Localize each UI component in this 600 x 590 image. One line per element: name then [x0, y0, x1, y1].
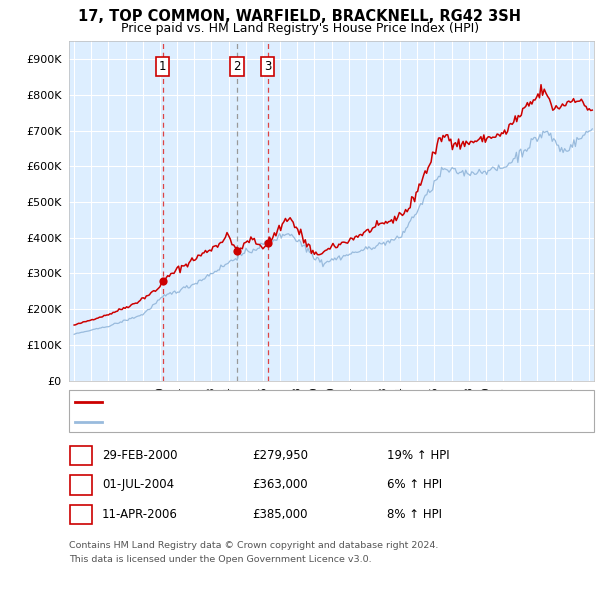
Text: 11-APR-2006: 11-APR-2006: [102, 508, 178, 521]
Text: Price paid vs. HM Land Registry's House Price Index (HPI): Price paid vs. HM Land Registry's House …: [121, 22, 479, 35]
Text: This data is licensed under the Open Government Licence v3.0.: This data is licensed under the Open Gov…: [69, 555, 371, 564]
Point: [232, 246, 242, 255]
Text: 2: 2: [233, 60, 241, 73]
Text: 19% ↑ HPI: 19% ↑ HPI: [387, 449, 449, 462]
Text: 3: 3: [77, 508, 85, 521]
Point: [158, 276, 167, 286]
Text: HPI: Average price, detached house, Bracknell Forest: HPI: Average price, detached house, Brac…: [108, 417, 398, 427]
Text: Contains HM Land Registry data © Crown copyright and database right 2024.: Contains HM Land Registry data © Crown c…: [69, 541, 439, 550]
Text: 1: 1: [77, 449, 85, 462]
Text: 1: 1: [159, 60, 166, 73]
Text: 2: 2: [77, 478, 85, 491]
Text: 17, TOP COMMON, WARFIELD, BRACKNELL, RG42 3SH (detached house): 17, TOP COMMON, WARFIELD, BRACKNELL, RG4…: [108, 397, 502, 407]
Text: £279,950: £279,950: [252, 449, 308, 462]
Text: £385,000: £385,000: [252, 508, 308, 521]
Text: 29-FEB-2000: 29-FEB-2000: [102, 449, 178, 462]
Text: 8% ↑ HPI: 8% ↑ HPI: [387, 508, 442, 521]
Text: 17, TOP COMMON, WARFIELD, BRACKNELL, RG42 3SH: 17, TOP COMMON, WARFIELD, BRACKNELL, RG4…: [79, 9, 521, 24]
Text: 6% ↑ HPI: 6% ↑ HPI: [387, 478, 442, 491]
Text: 01-JUL-2004: 01-JUL-2004: [102, 478, 174, 491]
Text: 3: 3: [264, 60, 271, 73]
Point: [263, 238, 272, 248]
Text: £363,000: £363,000: [252, 478, 308, 491]
